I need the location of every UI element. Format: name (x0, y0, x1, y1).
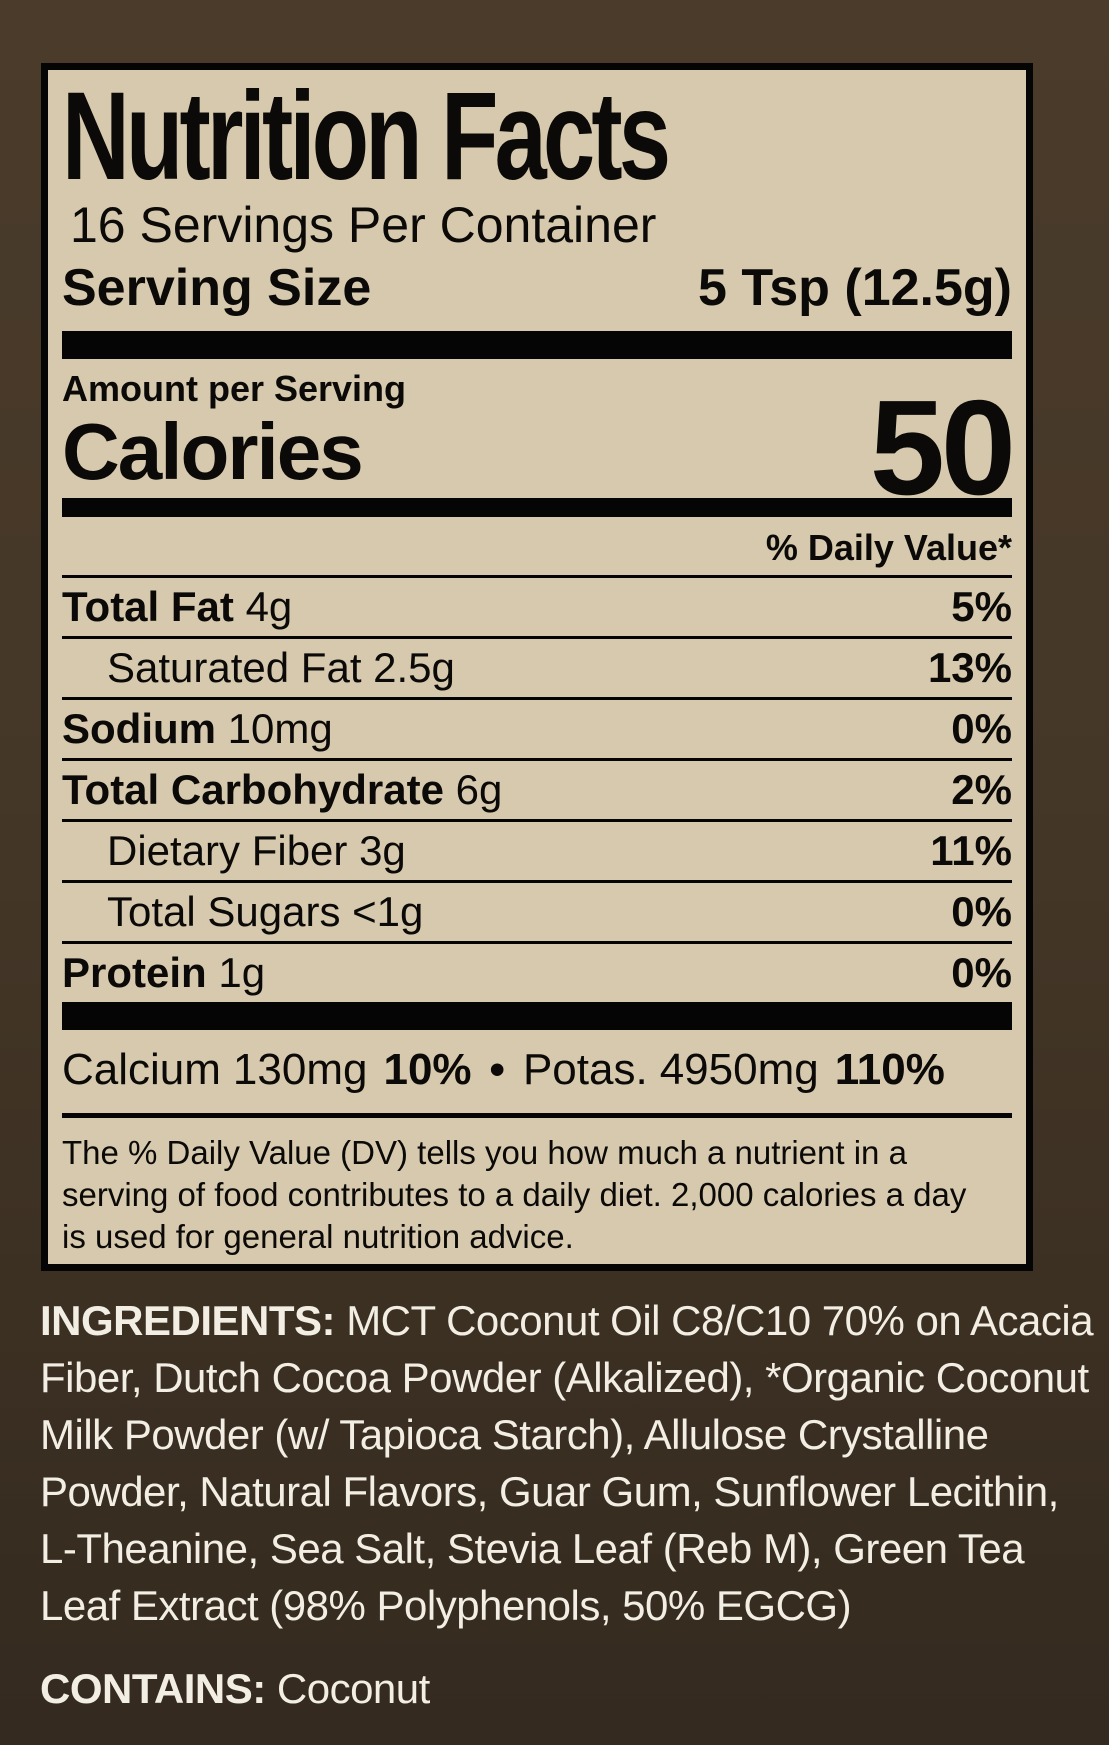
ingredients-paragraph: INGREDIENTS: MCT Coconut Oil C8/C10 70% … (40, 1292, 1102, 1634)
thick-divider-top (62, 330, 1012, 359)
nutrient-amount: 2.5g (373, 643, 455, 691)
serving-size-label: Serving Size (62, 258, 372, 317)
serving-size-value: 5 Tsp (12.5g) (697, 258, 1012, 317)
nutrient-name: Protein (62, 949, 207, 997)
nutrient-dv: 13% (927, 643, 1012, 691)
servings-per-container: 16 Servings Per Container (70, 197, 657, 254)
nutrient-name: Total Carbohydrate (62, 766, 444, 814)
thick-divider-calories (62, 497, 1012, 517)
daily-value-header: % Daily Value* (765, 526, 1012, 568)
contains-paragraph: CONTAINS: Coconut (40, 1660, 1102, 1717)
rule (62, 1112, 1012, 1118)
nutrient-dv: 0% (951, 949, 1012, 997)
nutrient-dv: 5% (951, 582, 1012, 630)
thick-divider-bottom (62, 1002, 1012, 1031)
nutrient-amount: <1g (352, 888, 424, 936)
mineral-dv: 110% (834, 1045, 945, 1095)
nutrient-row-saturated-fat: Saturated Fat 2.5g 13% (62, 639, 1012, 700)
nutrient-name: Total Fat (62, 582, 234, 630)
serving-size-row: Serving Size 5 Tsp (12.5g) (62, 259, 1012, 319)
nutrient-row-total-carbohydrate: Total Carbohydrate 6g 2% (62, 761, 1012, 823)
nutrient-amount: 3g (359, 827, 406, 875)
calories-value: 50 (869, 371, 1016, 523)
nutrient-name: Sodium (62, 704, 216, 752)
ingredients-text: MCT Coconut Oil C8/C10 70% on Acacia Fib… (40, 1297, 1094, 1629)
mineral-amount: 4950mg (659, 1045, 819, 1095)
nutrient-amount: 4g (245, 582, 293, 630)
rule (62, 574, 1012, 578)
nutrient-row-protein: Protein 1g 0% (62, 944, 1012, 1002)
bullet-separator: • (489, 1045, 505, 1095)
nutrient-amount: 6g (455, 766, 503, 814)
nutrient-name: Dietary Fiber (107, 827, 348, 875)
nutrient-amount: 1g (218, 949, 266, 997)
amount-per-serving-label: Amount per Serving (62, 367, 407, 409)
ingredients-heading: INGREDIENTS: (40, 1297, 336, 1344)
nutrient-dv: 0% (951, 704, 1012, 752)
calories-block: Amount per Serving Calories 50 (62, 359, 1016, 515)
nutrient-name: Total Sugars (107, 888, 341, 936)
ingredients-section: INGREDIENTS: MCT Coconut Oil C8/C10 70% … (40, 1292, 1102, 1717)
contains-text: Coconut (276, 1665, 430, 1712)
nutrient-dv: 11% (930, 827, 1012, 875)
nutrient-row-sodium: Sodium 10mg 0% (62, 700, 1012, 762)
mineral-dv: 10% (383, 1045, 472, 1095)
minerals-row: Calcium 130mg 10% • Potas. 4950mg 110% (62, 1030, 1012, 1112)
daily-value-footnote: The % Daily Value (DV) tells you how muc… (62, 1133, 967, 1255)
nutrient-row-total-sugars: Total Sugars <1g 0% (62, 883, 1012, 945)
mineral-amount: 130mg (232, 1045, 368, 1095)
nutrition-facts-panel: Nutrition Facts 16 Servings Per Containe… (41, 63, 1033, 1271)
nutrient-dv: 0% (951, 888, 1012, 936)
nutrient-row-dietary-fiber: Dietary Fiber 3g 11% (62, 822, 1012, 884)
mineral-name: Potas. (522, 1045, 648, 1095)
nutrient-name: Saturated Fat (107, 643, 362, 691)
calories-label: Calories (62, 406, 364, 496)
nutrient-row-total-fat: Total Fat 4g 5% (62, 578, 1012, 639)
nutrition-facts-title: Nutrition Facts (62, 67, 671, 206)
nutrient-dv: 2% (951, 766, 1012, 814)
mineral-name: Calcium (62, 1045, 221, 1095)
contains-heading: CONTAINS: (40, 1665, 266, 1712)
nutrient-amount: 10mg (227, 704, 333, 752)
